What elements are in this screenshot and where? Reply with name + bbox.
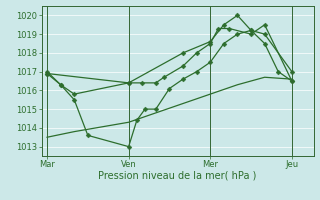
X-axis label: Pression niveau de la mer( hPa ): Pression niveau de la mer( hPa )	[99, 171, 257, 181]
